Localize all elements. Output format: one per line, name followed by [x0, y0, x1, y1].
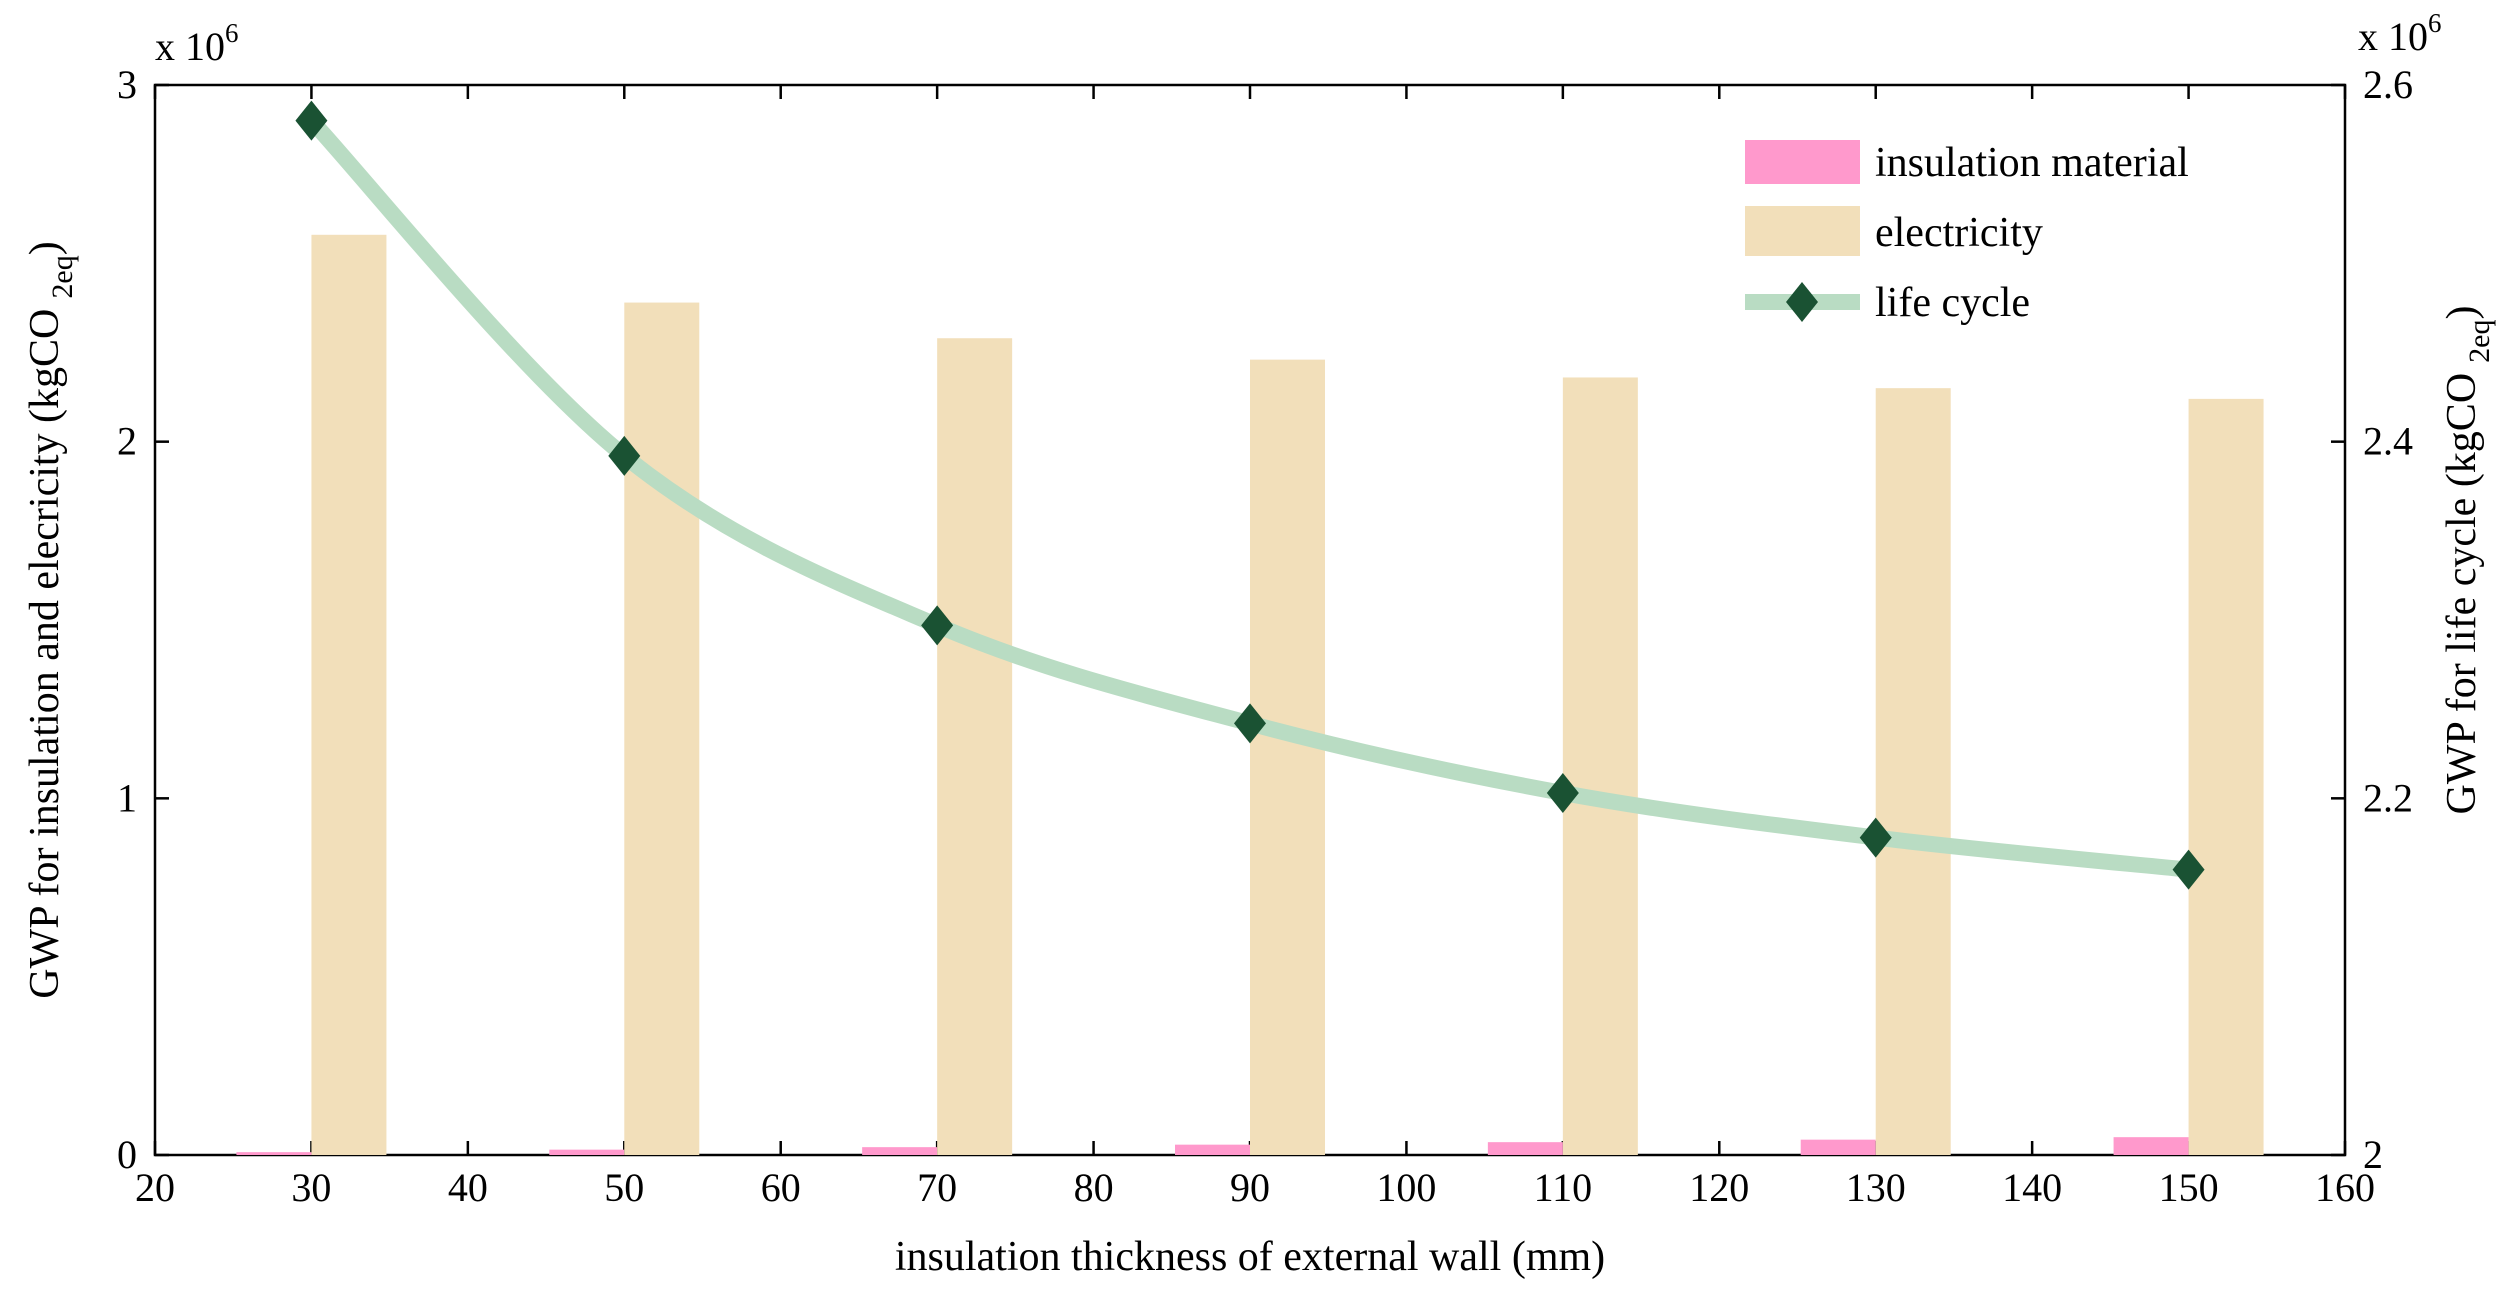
y-left-tick-label: 0 [117, 1132, 137, 1177]
bar-insulation-material [2113, 1137, 2189, 1155]
y-axis-label-left: GWP for insulation and elecricity (kgCO2… [22, 241, 79, 998]
bar-insulation-material [1175, 1144, 1250, 1155]
life-cycle-marker [2172, 849, 2205, 890]
legend-swatch-electricity [1745, 206, 1860, 256]
x-tick-label: 50 [604, 1165, 644, 1210]
bar-electricity [1875, 388, 1951, 1156]
y-right-tick-label: 2.6 [2363, 62, 2413, 107]
y-right-tick-label: 2.2 [2363, 775, 2413, 820]
legend-label-electricity: electricity [1875, 210, 2043, 256]
life-cycle-marker [921, 605, 954, 646]
right-exponent-label: x 106 [2358, 8, 2442, 59]
legend: insulation material electricity life cycle [1745, 140, 2189, 326]
life-cycle-marker [1546, 772, 1579, 813]
bar-insulation-material [549, 1149, 625, 1155]
x-tick-label: 110 [1534, 1165, 1593, 1210]
legend-label-life-cycle: life cycle [1875, 280, 2030, 326]
bar-electricity [2188, 398, 2264, 1155]
bar-electricity [1250, 359, 1325, 1156]
bar-electricity [937, 338, 1013, 1155]
bar-electricity [624, 302, 700, 1156]
x-tick-label: 130 [1846, 1165, 1906, 1210]
x-tick-label: 140 [2002, 1165, 2062, 1210]
x-tick-label: 80 [1074, 1165, 1114, 1210]
bar-insulation-material [1800, 1139, 1876, 1155]
axis-ticks: 20 30 40 50 60 70 80 90 100 110 120 130 140 150 160 0 1 2… [117, 62, 2413, 1210]
x-tick-label: 90 [1230, 1165, 1270, 1210]
bar-insulation-material [862, 1147, 938, 1155]
y-left-tick-label: 2 [117, 419, 137, 464]
life-cycle-marker [295, 100, 328, 141]
legend-swatch-life-cycle-marker [1786, 282, 1818, 322]
life-cycle-marker [608, 435, 641, 476]
x-tick-label: 30 [291, 1165, 331, 1210]
x-tick-label: 160 [2315, 1165, 2375, 1210]
x-tick-label: 70 [917, 1165, 957, 1210]
x-axis-label: insulation thickness of external wall (m… [895, 1234, 1605, 1280]
x-tick-label: 100 [1376, 1165, 1436, 1210]
y-left-tick-label: 3 [117, 62, 137, 107]
bar-insulation-material [236, 1152, 312, 1155]
x-tick-label: 150 [2159, 1165, 2219, 1210]
left-exponent-label: x 106 [155, 18, 239, 69]
bar-insulation-material [1487, 1142, 1563, 1155]
x-tick-label: 40 [448, 1165, 488, 1210]
y-axis-label-right: GWP for life cycle (kgCO2eq) [2439, 306, 2496, 815]
bar-electricity [311, 234, 387, 1156]
life-cycle-marker [1234, 703, 1266, 744]
bars-group [236, 234, 2264, 1156]
life-cycle-marker [1859, 817, 1892, 858]
bar-electricity [1562, 377, 1638, 1155]
y-right-tick-label: 2.4 [2363, 419, 2413, 464]
y-left-tick-label: 1 [117, 775, 137, 820]
x-tick-label: 20 [135, 1165, 175, 1210]
y-right-tick-label: 2 [2363, 1132, 2383, 1177]
legend-swatch-insulation-material [1745, 140, 1860, 184]
x-tick-label: 60 [761, 1165, 801, 1210]
legend-label-insulation-material: insulation material [1875, 140, 2189, 186]
line-group [295, 100, 2205, 890]
x-tick-label: 120 [1689, 1165, 1749, 1210]
